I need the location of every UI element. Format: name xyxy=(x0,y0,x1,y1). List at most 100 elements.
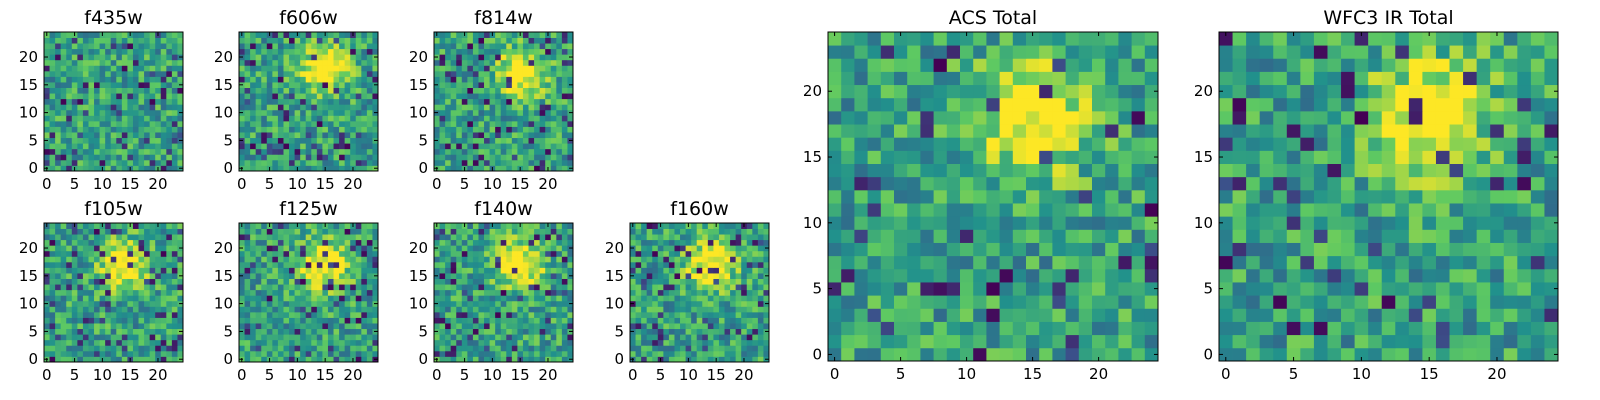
heatmap-cell xyxy=(294,37,301,44)
heatmap-cell xyxy=(528,284,535,291)
heatmap-cell xyxy=(556,159,563,166)
heatmap-cell xyxy=(311,82,318,88)
heatmap-cell xyxy=(266,311,273,318)
heatmap-cell xyxy=(668,306,675,313)
heatmap-cell xyxy=(105,165,112,172)
heatmap-cell xyxy=(478,223,485,229)
heatmap-cell xyxy=(55,54,62,61)
heatmap-cell xyxy=(333,93,340,100)
heatmap-cell xyxy=(741,228,748,235)
heatmap-cell xyxy=(506,165,513,172)
heatmap-cell xyxy=(255,250,262,257)
heatmap-cell xyxy=(439,334,446,341)
heatmap-cell xyxy=(255,350,262,357)
heatmap-cell xyxy=(333,126,340,133)
heatmap-cell xyxy=(244,43,251,50)
heatmap-cell xyxy=(372,239,379,246)
heatmap-cell xyxy=(630,334,636,341)
heatmap-cell xyxy=(166,256,173,263)
heatmap-cell xyxy=(322,87,329,94)
heatmap-cell xyxy=(539,350,546,357)
heatmap-cell xyxy=(77,323,84,330)
heatmap-cell xyxy=(272,300,279,307)
heatmap-cell xyxy=(439,267,446,274)
heatmap-cell xyxy=(730,278,737,285)
heatmap-cell xyxy=(155,76,162,83)
heatmap-cell xyxy=(250,154,257,161)
heatmap-cell xyxy=(82,132,89,139)
heatmap-cell xyxy=(867,308,882,322)
heatmap-cell xyxy=(556,120,563,127)
heatmap-cell xyxy=(478,37,485,44)
heatmap-cell xyxy=(105,350,112,357)
heatmap-cell xyxy=(327,273,334,279)
heatmap-cell xyxy=(339,65,346,72)
heatmap-cell xyxy=(344,109,351,116)
heatmap-cell xyxy=(339,256,346,263)
heatmap-cell xyxy=(66,126,73,133)
heatmap-cell xyxy=(539,245,546,252)
heatmap-cell xyxy=(300,289,307,296)
heatmap-cell xyxy=(489,267,496,274)
heatmap-cell xyxy=(456,159,463,166)
heatmap-cell xyxy=(44,350,50,357)
heatmap-cell xyxy=(355,295,362,302)
heatmap-cell xyxy=(272,267,279,274)
heatmap-cell xyxy=(366,98,373,105)
heatmap-cell xyxy=(472,256,479,263)
heatmap-cell xyxy=(456,137,463,144)
heatmap-cell xyxy=(707,295,714,302)
heatmap-cell xyxy=(144,317,151,324)
heatmap-cell xyxy=(77,82,84,88)
heatmap-cell xyxy=(445,76,452,83)
heatmap-cell xyxy=(696,295,703,302)
heatmap-cell xyxy=(160,256,167,263)
heatmap-cell xyxy=(920,334,934,349)
heatmap-cell xyxy=(71,137,78,144)
heatmap-cell xyxy=(854,295,868,309)
heatmap-cell xyxy=(244,87,251,94)
heatmap-cell xyxy=(71,98,78,105)
heatmap-cell xyxy=(311,311,318,318)
heatmap-cell xyxy=(350,54,357,61)
heatmap-cell xyxy=(44,239,50,246)
heatmap-cell xyxy=(641,317,648,324)
heatmap-cell xyxy=(489,154,496,161)
heatmap-cell xyxy=(495,300,502,307)
heatmap-cell xyxy=(445,37,452,44)
heatmap-cell xyxy=(528,43,535,50)
heatmap-cell xyxy=(60,126,67,133)
heatmap-cell xyxy=(121,223,128,229)
heatmap-cell xyxy=(77,43,84,50)
heatmap-cell xyxy=(1105,347,1119,362)
heatmap-cell xyxy=(82,54,89,61)
heatmap-cell xyxy=(300,284,307,291)
heatmap-cell xyxy=(724,323,731,330)
heatmap-cell xyxy=(283,228,290,235)
heatmap-cell xyxy=(696,239,703,246)
heatmap-cell xyxy=(495,104,502,111)
heatmap-cell xyxy=(66,334,73,341)
heatmap-cell xyxy=(171,339,178,346)
heatmap-cell xyxy=(71,76,78,83)
heatmap-cell xyxy=(752,328,759,335)
heatmap-cell xyxy=(752,317,759,324)
heatmap-cell xyxy=(361,59,368,66)
heatmap-cell xyxy=(99,273,106,279)
heatmap-cell xyxy=(255,284,262,291)
heatmap-cell xyxy=(49,82,56,88)
heatmap-cell xyxy=(305,245,312,252)
heatmap-cell xyxy=(561,32,568,38)
heatmap-cell xyxy=(289,295,295,302)
heatmap-cell xyxy=(439,159,446,166)
heatmap-cell xyxy=(556,284,563,291)
heatmap-cell xyxy=(567,289,574,296)
heatmap-cell xyxy=(550,87,557,94)
heatmap-cell xyxy=(1078,216,1093,230)
heatmap-cell xyxy=(105,239,112,246)
heatmap-cell xyxy=(528,339,535,346)
heatmap-cell xyxy=(55,278,62,285)
heatmap-cell xyxy=(986,308,1000,322)
heatmap-cell xyxy=(472,109,479,116)
heatmap-cell xyxy=(372,115,379,122)
